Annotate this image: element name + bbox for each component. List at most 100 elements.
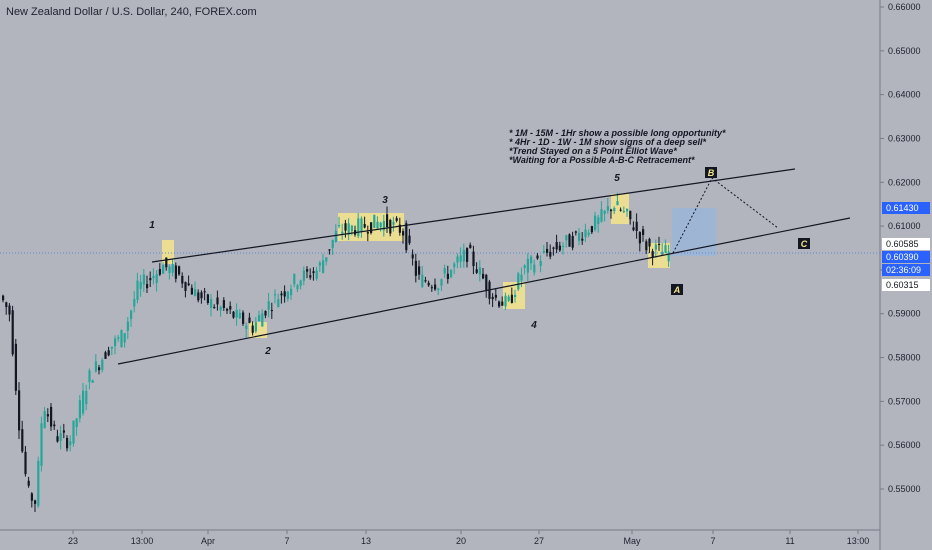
candle-body xyxy=(341,231,344,234)
time-tick-label: 7 xyxy=(284,536,289,546)
price-tag-label: 0.61430 xyxy=(886,203,919,213)
candle-body xyxy=(443,268,446,274)
candle-body xyxy=(139,281,142,289)
candle-body xyxy=(501,301,504,306)
candle-body xyxy=(453,263,456,268)
candle-body xyxy=(456,256,459,263)
annotation-line: *Trend Stayed on a 5 Point Elliot Wave* xyxy=(509,146,677,156)
time-tick-label: 13 xyxy=(361,536,371,546)
candle-body xyxy=(24,451,27,475)
candle-body xyxy=(632,227,635,231)
candle-body xyxy=(539,260,542,266)
candle-body xyxy=(142,274,145,285)
candle-body xyxy=(555,241,558,250)
price-tick-label: 0.64000 xyxy=(888,90,921,100)
candle-body xyxy=(117,337,120,339)
candle-body xyxy=(370,222,373,233)
price-tick-label: 0.63000 xyxy=(888,133,921,143)
candle-body xyxy=(242,312,245,324)
candle-body xyxy=(619,209,622,211)
candle-body xyxy=(238,312,241,319)
candle-body xyxy=(91,380,94,383)
candle-body xyxy=(347,223,350,235)
candle-body xyxy=(533,264,536,273)
time-tick-label: 13:00 xyxy=(131,536,154,546)
price-tag-box xyxy=(882,251,930,263)
candle-body xyxy=(88,370,91,383)
candle-body xyxy=(482,273,485,279)
candle-body xyxy=(280,293,283,296)
candles xyxy=(2,192,670,513)
projection-box xyxy=(672,208,716,256)
candle-body xyxy=(526,258,529,273)
abc-label-box xyxy=(798,238,810,249)
wave-label: 5 xyxy=(614,173,620,184)
price-tags: 0.61430 0.60585 0.60390 02:36:09 0.60315 xyxy=(882,202,930,291)
candle-body xyxy=(30,493,33,501)
candle-body xyxy=(357,218,360,237)
candle-body xyxy=(382,221,385,231)
candle-body xyxy=(245,325,248,330)
candle-body xyxy=(626,208,629,212)
candle-body xyxy=(664,245,667,253)
candle-body xyxy=(290,288,293,296)
candle-body xyxy=(654,244,657,250)
candle-body xyxy=(66,437,69,449)
candle-body xyxy=(94,361,97,372)
candle-body xyxy=(104,352,107,359)
abc-label: B xyxy=(708,168,715,178)
price-tick-label: 0.66000 xyxy=(888,2,921,12)
candle-body xyxy=(75,418,78,428)
candle-body xyxy=(226,308,229,311)
candle-body xyxy=(158,269,161,275)
channel-lower-line xyxy=(117,217,851,365)
candle-body xyxy=(2,295,5,301)
candle-body xyxy=(523,265,526,268)
candle-body xyxy=(5,302,8,308)
candle-body xyxy=(571,235,574,248)
candle-body xyxy=(587,232,590,236)
candle-body xyxy=(302,270,305,281)
candle-body xyxy=(542,251,545,253)
candle-body xyxy=(462,249,465,262)
annotation-line: *Waiting for a Possible A-B-C Retracemen… xyxy=(509,155,695,165)
candle-body xyxy=(283,291,286,297)
candle-body xyxy=(648,238,651,247)
candle-body xyxy=(437,288,440,290)
candle-body xyxy=(114,338,117,347)
price-tick-label: 0.58000 xyxy=(888,353,921,363)
candle-body xyxy=(389,219,392,234)
candle-body xyxy=(165,257,168,268)
candle-body xyxy=(187,283,190,286)
candle-body xyxy=(213,307,216,309)
candle-body xyxy=(34,500,37,504)
candle-body xyxy=(184,282,187,291)
candle-body xyxy=(152,276,155,279)
candle-body xyxy=(392,221,395,225)
candle-body xyxy=(69,441,72,445)
candle-body xyxy=(594,215,597,230)
candle-body xyxy=(568,234,571,247)
candle-body xyxy=(296,285,299,290)
price-tick-label: 0.56000 xyxy=(888,440,921,450)
price-tick-label: 0.62000 xyxy=(888,177,921,187)
candle-body xyxy=(232,311,235,318)
candle-body xyxy=(590,226,593,233)
candle-body xyxy=(37,460,40,506)
candle-body xyxy=(379,222,382,228)
candle-body xyxy=(8,305,11,315)
candle-body xyxy=(635,221,638,231)
candle-body xyxy=(270,310,273,312)
candle-body xyxy=(613,208,616,212)
price-tag-label: 0.60390 xyxy=(886,252,919,262)
candle-body xyxy=(18,390,21,431)
candle-body xyxy=(606,206,609,211)
time-tick-label: May xyxy=(623,536,641,546)
candle-body xyxy=(440,279,443,286)
candle-body xyxy=(510,294,513,303)
candle-body xyxy=(312,271,315,274)
wave-highlight-box xyxy=(162,240,174,264)
abc-label-box xyxy=(705,167,717,178)
